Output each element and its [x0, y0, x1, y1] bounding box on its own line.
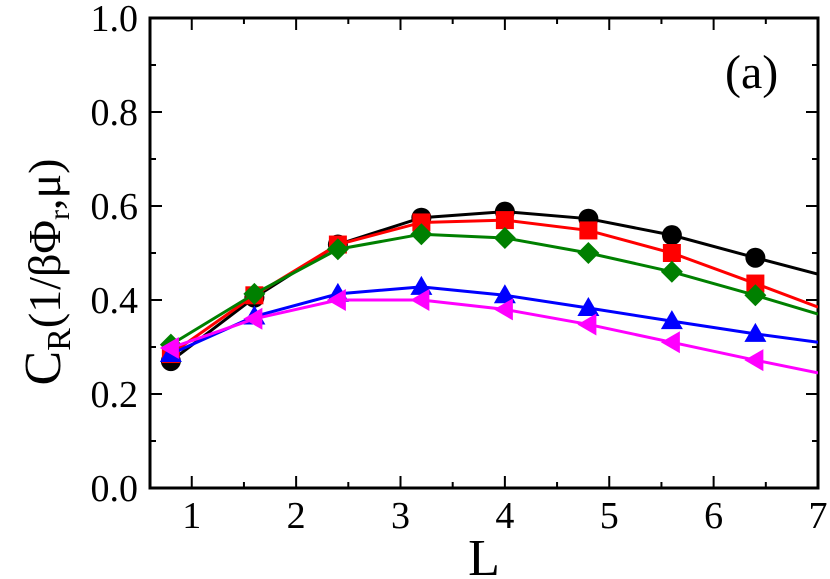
data-point-square	[662, 244, 681, 262]
data-point-triangle-left	[410, 289, 430, 311]
data-point-triangle-left	[493, 298, 513, 321]
x-tick-label: 4	[495, 495, 514, 537]
y-tick-label: 0.2	[91, 374, 139, 416]
data-point-triangle-left	[243, 307, 263, 330]
data-point-square	[495, 211, 514, 230]
y-axis-title-main: C	[15, 351, 72, 386]
data-point-triangle-up	[660, 310, 683, 330]
y-tick-label: 0.0	[91, 468, 139, 510]
y-axis-title-sub: R	[41, 328, 78, 351]
data-point-triangle-left	[744, 349, 764, 372]
data-point-triangle-up	[744, 322, 767, 342]
data-point-triangle-left	[577, 313, 597, 336]
x-tick-label: 2	[287, 495, 306, 537]
data-point-triangle-up	[493, 284, 516, 304]
series-line	[170, 285, 818, 356]
y-tick-label: 0.6	[91, 186, 139, 228]
y-tick-label: 0.8	[91, 92, 139, 134]
series-square	[161, 211, 818, 364]
x-axis-title: L	[468, 530, 500, 579]
plot-frame	[148, 16, 820, 490]
data-point-diamond	[493, 226, 516, 249]
data-point-triangle-left	[660, 331, 680, 354]
y-tick-label: 0.4	[91, 280, 139, 322]
data-point-diamond	[577, 242, 600, 264]
x-tick-label: 7	[809, 495, 828, 537]
data-point-diamond	[326, 238, 349, 261]
x-tick-label: 3	[391, 495, 410, 537]
x-tick-label: 5	[600, 495, 619, 537]
data-point-triangle-left	[159, 336, 179, 359]
series-line	[170, 298, 818, 375]
y-axis-title-args-sub: r	[43, 210, 76, 220]
data-point-circle	[745, 247, 766, 268]
plot-area-border	[148, 16, 820, 490]
axis-ticks: 1 2 3 4 5 6 7 0.0 0.2 0.4 0.6 0.8 1.0	[91, 0, 828, 537]
data-point-triangle-left	[326, 289, 346, 311]
data-point-diamond	[744, 284, 767, 307]
data-point-square	[746, 274, 765, 293]
y-tick-label: 1.0	[91, 0, 139, 40]
data-point-diamond	[660, 260, 683, 283]
y-axis-title-args-tail: ,μ)	[19, 159, 70, 210]
x-tick-label: 6	[704, 495, 723, 537]
y-axis-title: CR(1/βΦr,μ)	[15, 159, 78, 386]
data-point-circle	[661, 225, 682, 246]
data-point-triangle-up	[577, 296, 600, 316]
x-tick-label: 1	[182, 495, 201, 537]
data-point-square	[412, 213, 431, 232]
data-point-diamond	[243, 282, 266, 305]
y-axis-title-args: (1/βΦ	[19, 220, 70, 328]
panel-label: (a)	[725, 46, 778, 99]
series-diamond	[159, 223, 818, 356]
data-point-diamond	[410, 223, 433, 246]
series-triangle-left	[159, 289, 818, 375]
data-point-triangle-up	[410, 275, 433, 295]
data-point-square	[579, 221, 598, 240]
series-layer	[159, 201, 818, 375]
